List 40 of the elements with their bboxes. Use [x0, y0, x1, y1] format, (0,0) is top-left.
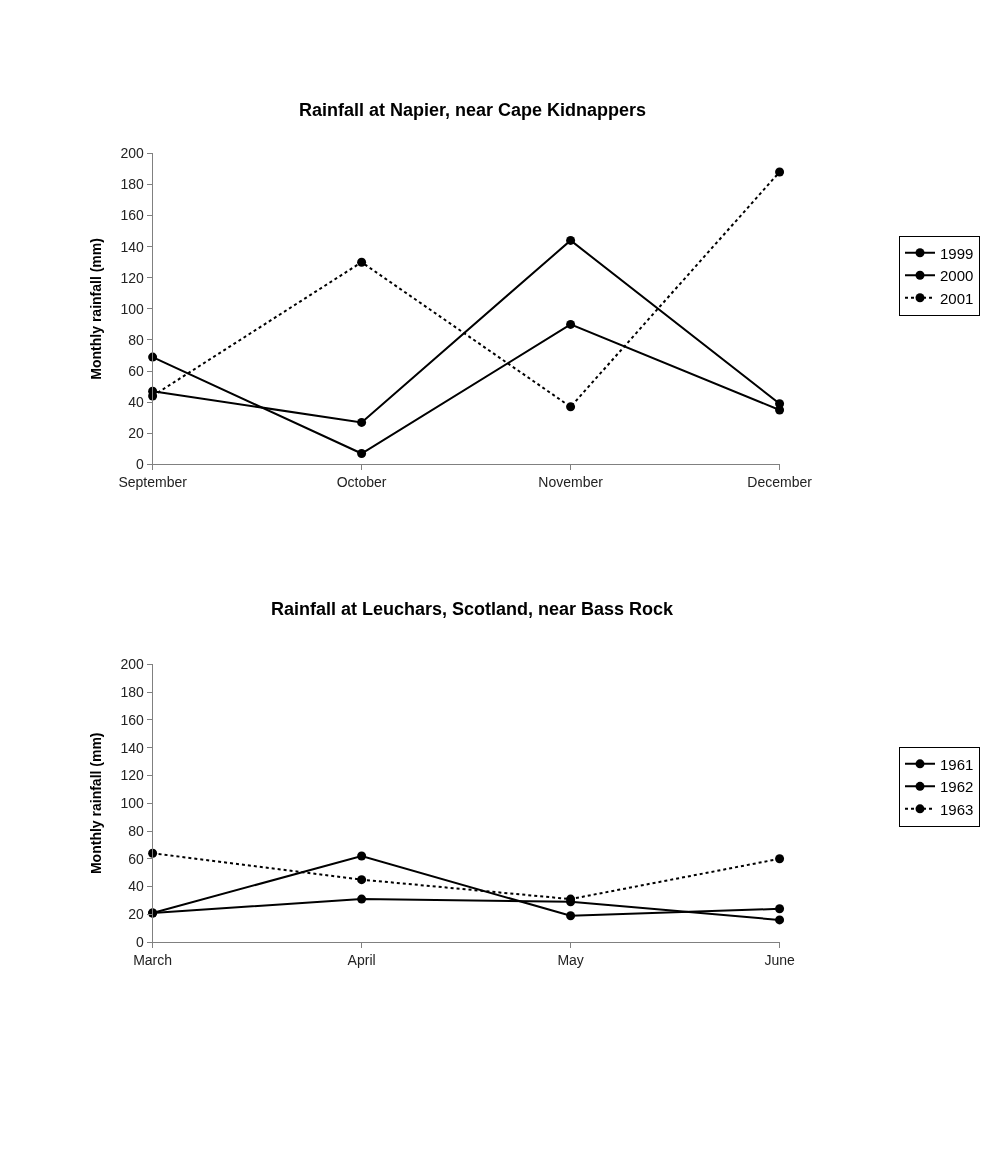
x-tick-label: December — [747, 474, 813, 491]
x-tick-label: November — [538, 474, 604, 491]
y-tick-label: 140 — [120, 238, 145, 255]
x-tick-label: May — [557, 951, 584, 968]
y-tick-label: 40 — [128, 878, 145, 895]
y-tick-label: 20 — [128, 906, 145, 923]
x-tick-label: October — [336, 474, 387, 491]
y-tick-label: 80 — [128, 822, 145, 839]
y-tick-label: 120 — [120, 269, 145, 286]
legend-label: 1963 — [940, 800, 974, 818]
chart-title: Rainfall at Napier, near Cape Kidnappers — [299, 100, 647, 120]
y-tick-label: 20 — [128, 425, 145, 442]
x-tick-label: September — [118, 474, 188, 491]
y-tick-label: 40 — [128, 394, 145, 411]
chart-title: Rainfall at Leuchars, Scotland, near Bass Rock — [271, 599, 675, 619]
y-tick-label: 140 — [120, 739, 145, 756]
y-tick-label: 160 — [120, 711, 145, 728]
y-tick-label: 100 — [120, 300, 145, 317]
y-tick-label: 80 — [128, 331, 145, 348]
y-tick-label: 0 — [136, 456, 145, 473]
legend-label: 2000 — [940, 267, 974, 285]
legend-label: 1961 — [940, 755, 974, 773]
y-tick-label: 120 — [120, 767, 145, 784]
y-tick-label: 100 — [120, 795, 145, 812]
legend-label: 1962 — [940, 778, 974, 796]
y-tick-label: 180 — [120, 684, 145, 701]
y-tick-label: 200 — [120, 145, 145, 162]
y-tick-label: 0 — [136, 934, 145, 951]
y-axis-title: Monthly rainfall (mm) — [88, 732, 105, 875]
y-tick-label: 60 — [128, 850, 145, 867]
y-tick-label: 180 — [120, 176, 145, 193]
x-tick-label: June — [764, 951, 795, 968]
y-tick-label: 60 — [128, 362, 145, 379]
y-tick-label: 200 — [120, 656, 145, 673]
x-tick-label: April — [347, 951, 376, 968]
x-tick-label: March — [133, 951, 173, 968]
y-tick-label: 160 — [120, 207, 145, 224]
legend-label: 1999 — [940, 244, 974, 262]
legend-label: 2001 — [940, 289, 974, 307]
y-axis-title: Monthly rainfall (mm) — [88, 238, 105, 380]
